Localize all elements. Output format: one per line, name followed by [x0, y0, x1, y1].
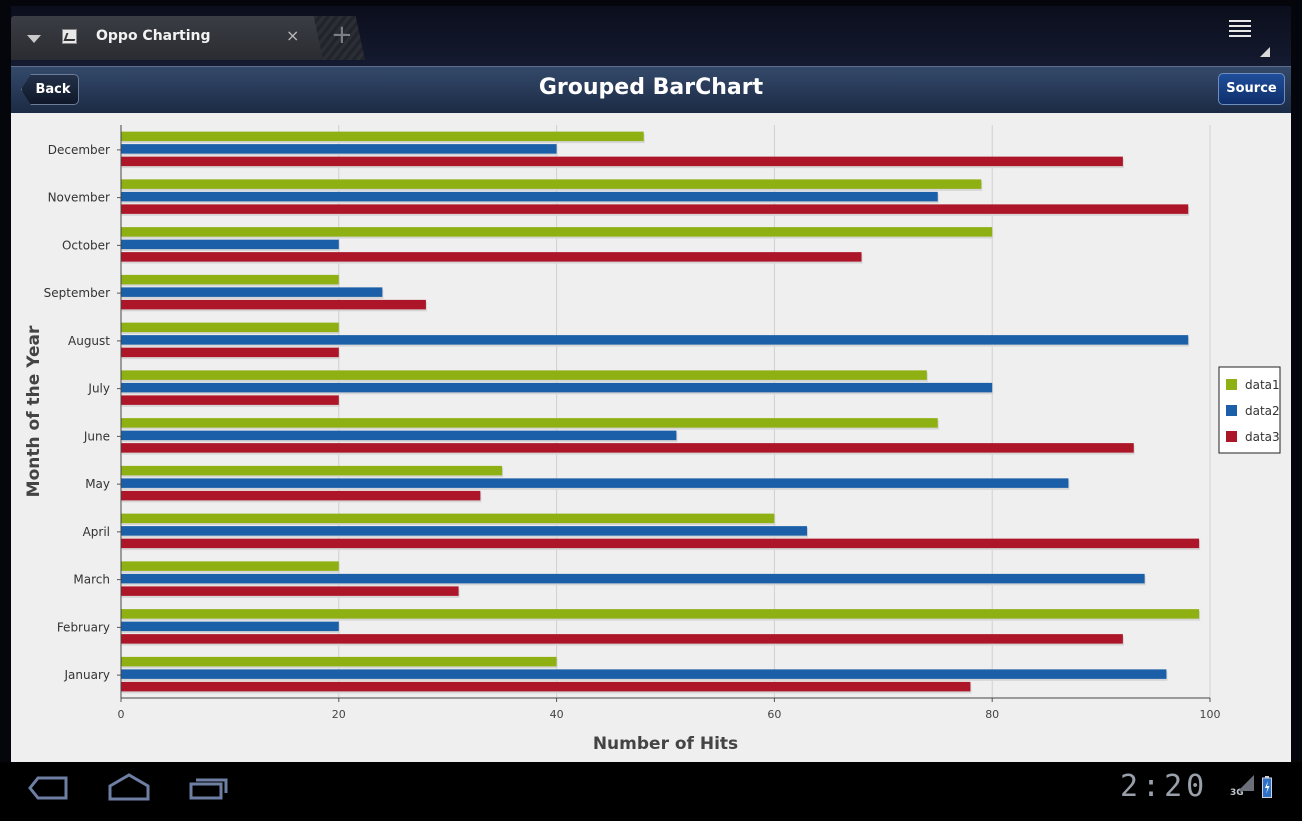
bar-data1	[121, 561, 339, 571]
menu-corner-icon	[1260, 47, 1270, 57]
chart-panel: 0 20 40 60 80 100 January February March April May…	[11, 113, 1291, 762]
bar-data2	[121, 239, 339, 250]
chevron-down-icon[interactable]	[27, 35, 41, 43]
bar-data3	[121, 586, 459, 596]
bar-data2	[121, 478, 1069, 488]
bar-data1	[121, 513, 775, 524]
menu-icon[interactable]	[1229, 20, 1251, 40]
x-tick-label: 0	[118, 708, 125, 721]
x-tick-label: 100	[1200, 708, 1221, 721]
x-tick-label: 60	[767, 708, 781, 721]
bar-data1	[121, 656, 557, 667]
signal-icon	[1238, 775, 1254, 791]
app-header	[11, 66, 1291, 114]
bar-data2	[121, 144, 557, 154]
bar-data2	[121, 573, 1145, 584]
legend-swatch-data2	[1226, 405, 1237, 416]
y-tick-label: April	[83, 525, 110, 539]
bar-data3	[121, 538, 1200, 549]
bar-data3	[121, 299, 426, 310]
tab-title: Oppo Charting	[96, 28, 211, 44]
bar-data1	[121, 322, 339, 333]
bar-data2	[121, 335, 1189, 345]
y-tick-label: June	[83, 429, 110, 443]
bar-data2	[121, 287, 383, 297]
x-tick-label: 40	[550, 708, 564, 721]
y-tick-label: January	[64, 668, 111, 682]
plus-icon[interactable]: +	[331, 20, 353, 50]
y-tick-label: October	[62, 238, 110, 252]
bar-data1	[121, 370, 927, 380]
chart-favicon-icon	[62, 29, 77, 44]
bar-data1	[121, 131, 644, 142]
bar-data1	[121, 609, 1200, 619]
close-tab-icon[interactable]: ×	[286, 26, 300, 45]
bar-data2	[121, 382, 993, 393]
status-clock: 2:20	[1120, 769, 1209, 804]
source-button[interactable]: Source	[1218, 73, 1285, 105]
y-axis-title: Month of the Year	[24, 325, 44, 497]
legend-label-data2: data2	[1245, 404, 1280, 418]
bar-data2	[121, 526, 808, 536]
battery-charging-icon	[1262, 776, 1272, 798]
bar-data1	[121, 227, 993, 237]
bar-data2	[121, 621, 339, 632]
bar-data1	[121, 465, 503, 476]
y-tick-label: August	[68, 334, 110, 348]
y-tick-label: September	[44, 286, 110, 300]
y-tick-label: November	[48, 191, 110, 205]
bar-data2	[121, 191, 938, 202]
bar-data3	[121, 252, 862, 262]
legend-swatch-data3	[1226, 431, 1237, 442]
bar-data1	[121, 274, 339, 285]
y-tick-label: March	[73, 573, 110, 587]
y-tick-label: May	[85, 477, 110, 491]
x-axis-title: Number of Hits	[593, 734, 738, 754]
recent-apps-icon[interactable]	[188, 776, 228, 800]
system-nav-bar	[0, 762, 1302, 821]
legend-label-data3: data3	[1245, 430, 1280, 444]
x-tick-label: 80	[985, 708, 999, 721]
bar-data3	[121, 634, 1123, 644]
browser-tab[interactable]: Oppo Charting ×	[11, 16, 323, 60]
bar-data3	[121, 681, 971, 692]
bar-data3	[121, 347, 339, 358]
y-tick-label: July	[87, 382, 110, 396]
bar-data3	[121, 395, 339, 405]
bar-data1	[121, 418, 938, 428]
y-tick-label: February	[57, 620, 110, 634]
bar-data3	[121, 443, 1134, 453]
legend-swatch-data1	[1226, 379, 1237, 390]
home-nav-icon[interactable]	[106, 772, 152, 802]
bar-data3	[121, 204, 1189, 214]
bar-data1	[121, 179, 982, 189]
bar-data3	[121, 490, 481, 501]
x-tick-label: 20	[332, 708, 346, 721]
y-tick-label: December	[48, 143, 110, 157]
bar-data2	[121, 430, 677, 441]
back-button[interactable]: Back	[21, 74, 79, 105]
back-nav-icon[interactable]	[28, 776, 68, 800]
bar-data3	[121, 156, 1123, 167]
grouped-bar-chart: 0 20 40 60 80 100 January February March April May…	[24, 125, 1281, 754]
bar-data2	[121, 669, 1167, 679]
legend-label-data1: data1	[1245, 378, 1280, 392]
network-type-label: 3G	[1230, 788, 1244, 798]
page-title: Grouped BarChart	[538, 75, 764, 100]
